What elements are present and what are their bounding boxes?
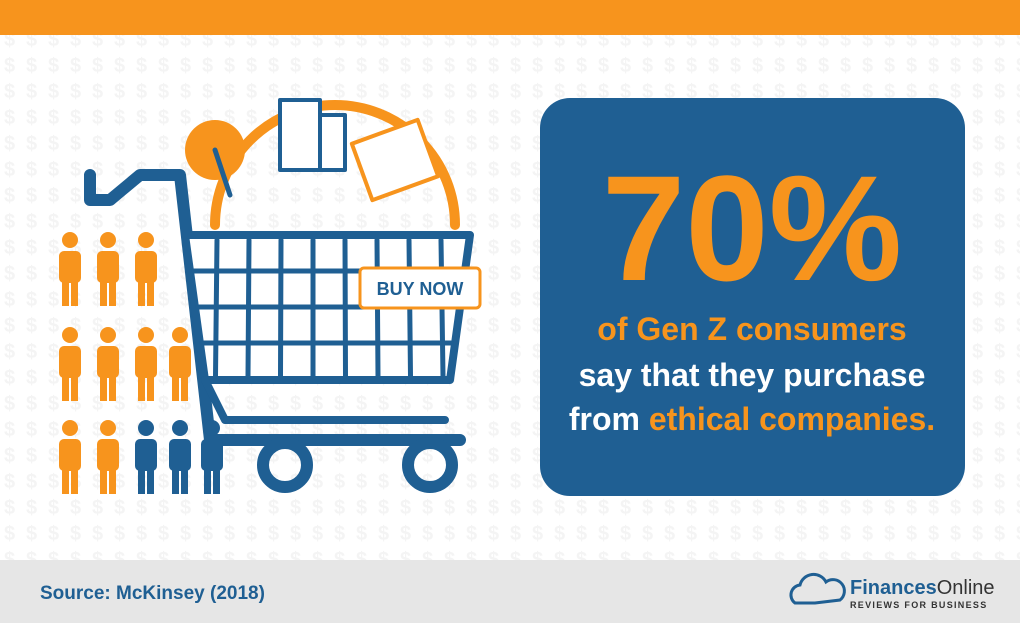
person-head — [138, 232, 154, 248]
person-body — [169, 346, 191, 378]
person-body — [59, 439, 81, 471]
person-body — [135, 346, 157, 378]
person-body — [59, 346, 81, 378]
person-body — [135, 251, 157, 283]
people-group — [59, 232, 223, 494]
person-head — [138, 327, 154, 343]
person-leg — [213, 466, 220, 494]
person-leg — [147, 466, 154, 494]
person-icon — [135, 232, 157, 306]
stat-card — [540, 98, 965, 496]
person-head — [62, 327, 78, 343]
person-body — [201, 439, 223, 471]
person-icon — [135, 327, 157, 401]
person-body — [169, 439, 191, 471]
person-head — [138, 420, 154, 436]
person-leg — [62, 466, 69, 494]
person-leg — [100, 373, 107, 401]
person-icon — [97, 327, 119, 401]
person-leg — [181, 466, 188, 494]
stat-value: 70% — [602, 144, 902, 312]
person-icon — [97, 420, 119, 494]
stat-line: say that they purchase — [579, 357, 926, 393]
person-icon — [59, 327, 81, 401]
person-leg — [100, 466, 107, 494]
person-head — [100, 327, 116, 343]
cart-illustration — [84, 98, 482, 493]
person-leg — [138, 466, 145, 494]
wheel — [402, 437, 458, 493]
person-leg — [172, 466, 179, 494]
brand-name: FinancesOnline — [850, 577, 995, 599]
footer — [0, 560, 1020, 623]
person-icon — [59, 232, 81, 306]
person-leg — [138, 373, 145, 401]
building — [278, 98, 322, 172]
tree-trunk — [212, 147, 233, 198]
person-leg — [71, 278, 78, 306]
stat-line: of Gen Z consumers — [597, 311, 906, 347]
person-leg — [147, 373, 154, 401]
person-leg — [181, 373, 188, 401]
person-head — [100, 420, 116, 436]
logo-cloud — [789, 572, 846, 605]
person-leg — [138, 278, 145, 306]
person-body — [135, 439, 157, 471]
brand-part: Finances — [850, 577, 937, 599]
person-leg — [109, 373, 116, 401]
person-body — [59, 251, 81, 283]
person-head — [62, 232, 78, 248]
buy-button — [358, 266, 482, 310]
person-icon — [135, 420, 157, 494]
person-head — [204, 420, 220, 436]
stat-highlight: ethical companies. — [649, 401, 935, 437]
brand-tagline: REVIEWS FOR BUSINESS — [850, 600, 988, 610]
person-leg — [71, 466, 78, 494]
brand-logo — [789, 572, 846, 605]
person-head — [100, 232, 116, 248]
top-bar — [0, 0, 1020, 35]
source: Source: McKinsey (2018) — [40, 583, 265, 604]
person-leg — [62, 373, 69, 401]
person-icon — [169, 327, 191, 401]
person-leg — [109, 278, 116, 306]
stat-line: from ethical companies. — [569, 401, 935, 437]
person-icon — [97, 232, 119, 306]
person-icon — [59, 420, 81, 494]
buy-button-label: BUY NOW — [377, 279, 464, 299]
person-body — [97, 346, 119, 378]
person-head — [172, 327, 188, 343]
building — [349, 117, 441, 203]
person-body — [97, 439, 119, 471]
wheel — [257, 437, 313, 493]
person-leg — [109, 466, 116, 494]
person-head — [62, 420, 78, 436]
cart-base — [201, 376, 449, 424]
person-icon — [201, 420, 223, 494]
stat-text: from — [569, 401, 640, 437]
person-leg — [71, 373, 78, 401]
person-icon — [169, 420, 191, 494]
person-leg — [100, 278, 107, 306]
person-leg — [204, 466, 211, 494]
person-leg — [172, 373, 179, 401]
building — [318, 113, 347, 172]
person-leg — [147, 278, 154, 306]
brand-part: Online — [937, 577, 995, 599]
person-body — [97, 251, 119, 283]
person-leg — [62, 278, 69, 306]
person-head — [172, 420, 188, 436]
